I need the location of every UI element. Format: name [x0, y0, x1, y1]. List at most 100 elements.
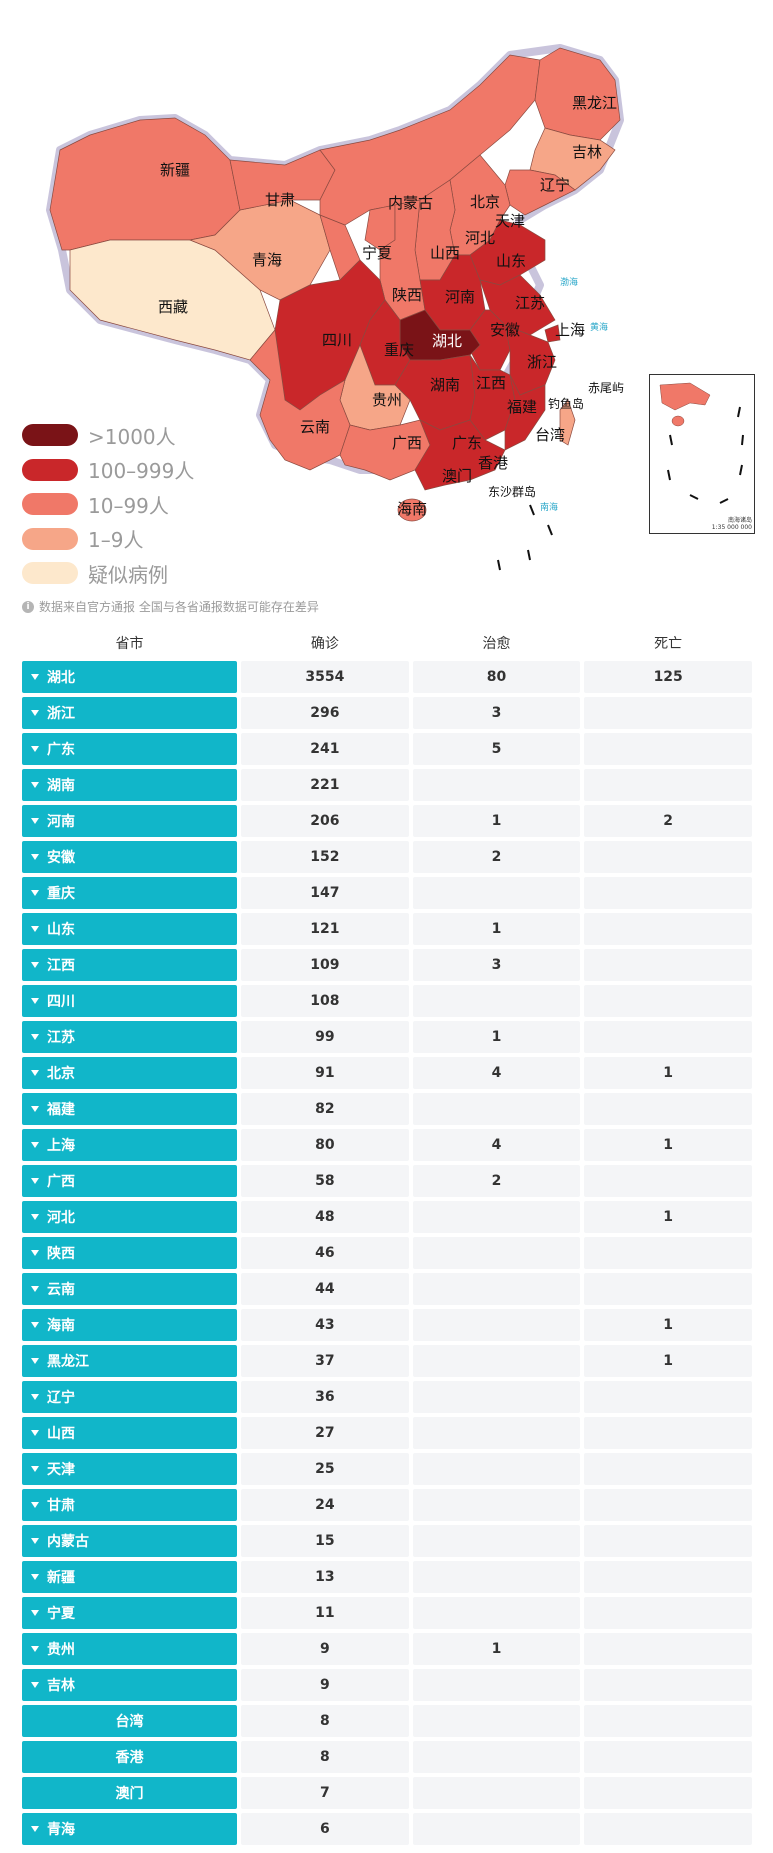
cured-cell [412, 1705, 581, 1737]
province-expand-button[interactable]: 北京 [22, 1057, 237, 1089]
table-row: 云南 44 [22, 1273, 753, 1305]
caret-down-icon [31, 1538, 39, 1544]
legend-label: >1000人 [88, 424, 176, 449]
caret-down-icon [31, 818, 39, 824]
confirmed-cell: 25 [241, 1453, 409, 1485]
table-row: 香港 8 [22, 1741, 753, 1773]
caret-down-icon [31, 890, 39, 896]
province-expand-button[interactable]: 河南 [22, 805, 237, 837]
legend-label: 10–99人 [88, 493, 169, 518]
cured-cell [412, 1489, 581, 1521]
province-expand-button[interactable]: 天津 [22, 1453, 237, 1485]
cured-cell: 3 [412, 697, 581, 729]
region-shanghai[interactable] [544, 324, 561, 343]
confirmed-cell: 3554 [241, 661, 409, 693]
province-expand-button[interactable]: 山东 [22, 913, 237, 945]
confirmed-cell: 206 [241, 805, 409, 837]
confirmed-cell: 11 [241, 1597, 409, 1629]
inset-mainland [659, 382, 711, 411]
cured-cell [412, 877, 581, 909]
province-name: 澳门 [115, 1786, 144, 1802]
dead-cell: 2 [584, 805, 753, 837]
china-map-svg: 渤海 黄海 南海 新疆 西藏 青海 甘肃 内蒙古 黑龙江 吉林 辽宁 北京 天津… [46, 44, 624, 571]
table-row: 浙江 296 3 [22, 697, 753, 729]
cured-cell [412, 1345, 581, 1377]
province-expand-button[interactable]: 福建 [22, 1093, 237, 1125]
dead-cell [584, 1705, 753, 1737]
province-expand-button[interactable]: 黑龙江 [22, 1345, 237, 1377]
province-expand-button[interactable]: 广东 [22, 733, 237, 765]
label-guizhou: 贵州 [372, 391, 402, 409]
province-name: 山西 [47, 1426, 75, 1442]
province-expand-button[interactable]: 贵州 [22, 1633, 237, 1665]
legend-item: 1–9人 [22, 522, 194, 557]
table-row: 贵州 9 1 [22, 1633, 753, 1665]
province-expand-button[interactable]: 广西 [22, 1165, 237, 1197]
table-row: 湖北 3554 80 125 [22, 661, 753, 693]
dead-cell [584, 1417, 753, 1449]
caret-down-icon [31, 1322, 39, 1328]
province-expand-button[interactable]: 安徽 [22, 841, 237, 873]
province-expand-button[interactable]: 吉林 [22, 1669, 237, 1701]
label-jiangsu: 江苏 [515, 294, 545, 312]
legend-label: 100–999人 [88, 459, 195, 484]
province-expand-button[interactable]: 甘肃 [22, 1489, 237, 1521]
province-expand-button[interactable]: 青海 [22, 1813, 237, 1845]
dead-cell: 1 [584, 1057, 753, 1089]
caret-down-icon [31, 746, 39, 752]
label-hongkong: 香港 [478, 454, 508, 472]
province-expand-button[interactable]: 湖南 [22, 769, 237, 801]
cured-cell [412, 1813, 581, 1845]
dead-cell [584, 949, 753, 981]
caret-down-icon [31, 1502, 39, 1508]
province-expand-button: 台湾 [22, 1705, 237, 1737]
province-expand-button[interactable]: 山西 [22, 1417, 237, 1449]
region-fujian[interactable] [504, 374, 546, 451]
sea-label: 黄海 [590, 321, 608, 333]
region-guangdong[interactable] [414, 419, 506, 491]
confirmed-cell: 108 [241, 985, 409, 1017]
cured-cell: 4 [412, 1057, 581, 1089]
province-expand-button[interactable]: 陕西 [22, 1237, 237, 1269]
region-heilongjiang[interactable] [534, 47, 621, 141]
table-header: 省市 确诊 治愈 死亡 [22, 625, 752, 661]
caret-down-icon [31, 1358, 39, 1364]
province-expand-button[interactable]: 宁夏 [22, 1597, 237, 1629]
cured-cell: 1 [412, 913, 581, 945]
caret-down-icon [31, 1106, 39, 1112]
confirmed-cell: 9 [241, 1633, 409, 1665]
legend-swatch [22, 562, 78, 585]
label-qinghai: 青海 [252, 251, 282, 269]
province-expand-button[interactable]: 湖北 [22, 661, 237, 693]
region-taiwan[interactable] [559, 399, 576, 446]
region-jilin[interactable] [529, 127, 616, 191]
province-name: 新疆 [47, 1570, 75, 1586]
table-row: 陕西 46 [22, 1237, 753, 1269]
dead-cell [584, 697, 753, 729]
province-expand-button[interactable]: 上海 [22, 1129, 237, 1161]
province-name: 河北 [47, 1210, 75, 1226]
south-china-sea-inset: 南海诸岛 1:35 000 000 [649, 374, 755, 534]
province-expand-button[interactable]: 云南 [22, 1273, 237, 1305]
province-name: 广西 [47, 1174, 75, 1190]
region-hainan[interactable] [397, 498, 427, 522]
province-expand-button[interactable]: 江西 [22, 949, 237, 981]
province-expand-button[interactable]: 河北 [22, 1201, 237, 1233]
province-expand-button[interactable]: 江苏 [22, 1021, 237, 1053]
confirmed-cell: 82 [241, 1093, 409, 1125]
dead-cell: 1 [584, 1309, 753, 1341]
province-expand-button[interactable]: 四川 [22, 985, 237, 1017]
province-expand-button[interactable]: 海南 [22, 1309, 237, 1341]
label-shaanxi: 陕西 [392, 286, 422, 304]
caret-down-icon [31, 1394, 39, 1400]
province-expand-button[interactable]: 浙江 [22, 697, 237, 729]
confirmed-cell: 121 [241, 913, 409, 945]
confirmed-cell: 44 [241, 1273, 409, 1305]
province-expand-button[interactable]: 新疆 [22, 1561, 237, 1593]
province-expand-button[interactable]: 重庆 [22, 877, 237, 909]
header-confirmed: 确诊 [310, 636, 339, 652]
table-row: 澳门 7 [22, 1777, 753, 1809]
province-expand-button[interactable]: 内蒙古 [22, 1525, 237, 1557]
province-expand-button[interactable]: 辽宁 [22, 1381, 237, 1413]
label-yunnan: 云南 [300, 418, 330, 436]
